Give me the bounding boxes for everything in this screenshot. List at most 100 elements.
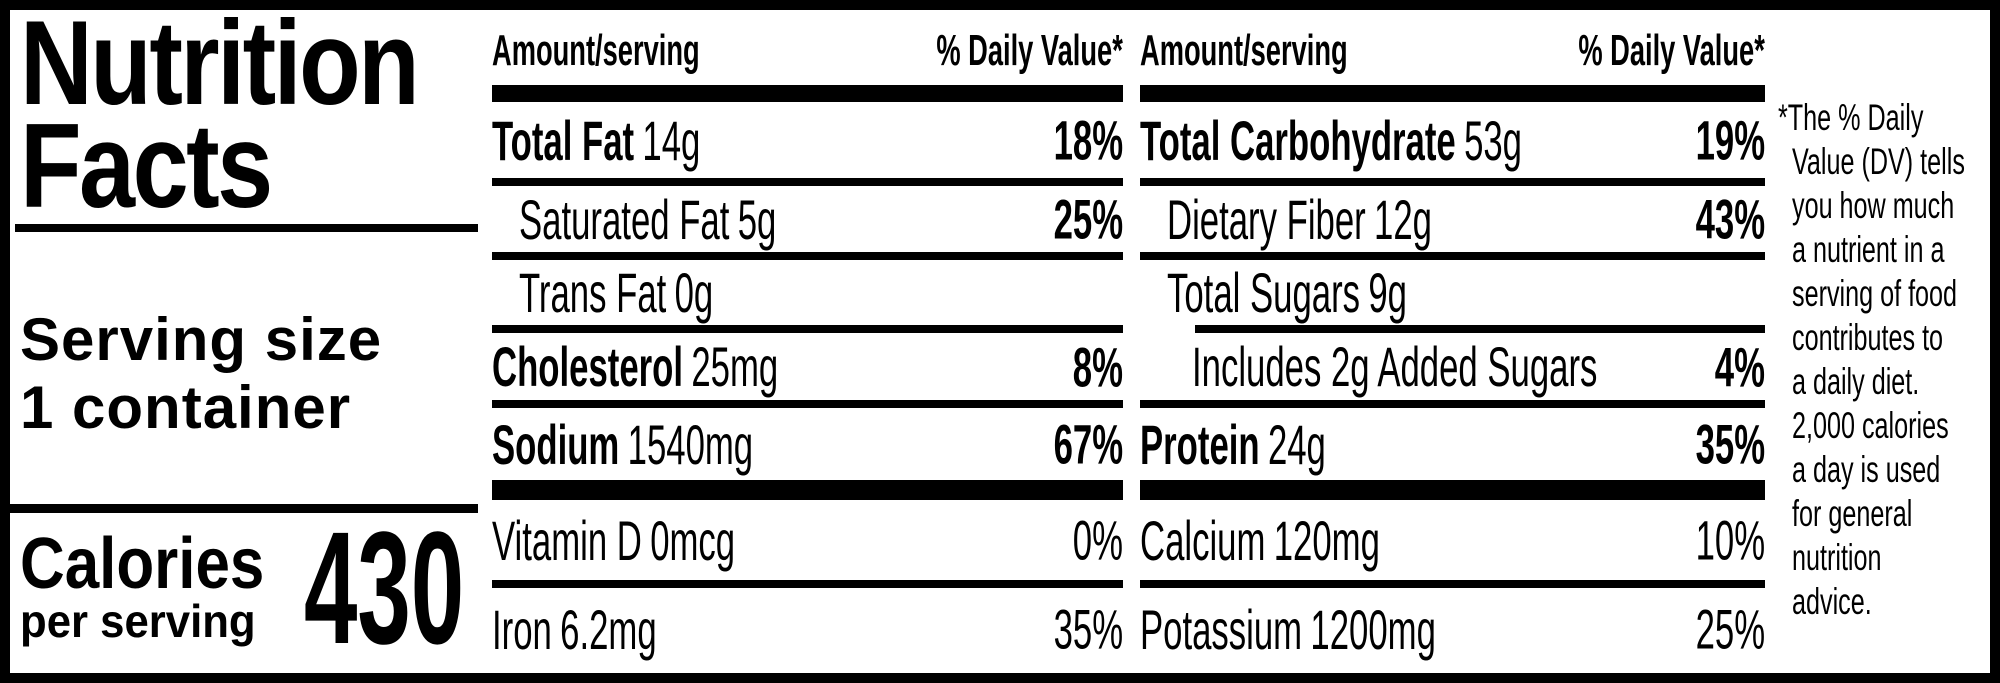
- calories-divider: [10, 504, 478, 513]
- row-divider: [492, 400, 1123, 408]
- row-divider: [1140, 252, 1765, 260]
- nutrient-column-2: Amount/serving % Daily Value* Total Carb…: [1140, 10, 1765, 673]
- footnote-line: Value (DV) tells: [1792, 141, 1965, 182]
- calories-value: 430: [304, 498, 465, 677]
- nutrient-row-total-sugars: Total Sugars 9g: [1140, 260, 1765, 325]
- nutrient-percent: 4%: [1714, 335, 1765, 398]
- nutrient-name: Total Sugars: [1167, 261, 1360, 324]
- nutrient-name: Calcium: [1140, 508, 1266, 572]
- footnote-line: a daily diet.: [1792, 361, 1920, 402]
- daily-value-header: % Daily Value*: [1578, 26, 1765, 75]
- nutrient-name: Iron: [492, 597, 552, 661]
- nutrient-row-calcium: Calcium 120mg 10%: [1140, 500, 1765, 580]
- title-divider: [15, 224, 478, 232]
- nutrient-amount: 9g: [1368, 261, 1407, 324]
- nutrient-amount: 5g: [737, 187, 777, 251]
- nutrient-name: Includes 2g Added Sugars: [1192, 335, 1598, 398]
- nutrient-name: Potassium: [1140, 597, 1303, 661]
- nutrient-name: Cholesterol: [492, 335, 683, 398]
- nutrient-row-total-carbohydrate: Total Carbohydrate 53g 19%: [1140, 102, 1765, 178]
- nutrient-amount: 1200mg: [1310, 597, 1436, 661]
- row-divider: [492, 325, 1123, 333]
- amount-serving-header: Amount/serving: [1140, 26, 1348, 75]
- footnote-line: a day is used: [1792, 449, 1941, 490]
- calories-sublabel: per serving: [20, 595, 256, 647]
- nutrient-name: Sodium: [492, 412, 620, 476]
- nutrient-name: Dietary Fiber: [1167, 187, 1366, 251]
- nutrient-label: Dietary Fiber 12g: [1167, 187, 1432, 252]
- nutrient-row-protein: Protein 24g 35%: [1140, 408, 1765, 480]
- serving-size-value: 1 container: [20, 374, 352, 441]
- nutrient-column-1: Amount/serving % Daily Value* Total Fat 1…: [492, 10, 1123, 673]
- nutrient-name: Trans Fat: [519, 261, 667, 324]
- nutrient-amount: 24g: [1267, 412, 1326, 476]
- nutrient-row-cholesterol: Cholesterol 25mg 8%: [492, 333, 1123, 400]
- nutrient-percent: 18%: [1053, 108, 1123, 172]
- column1-header: Amount/serving % Daily Value*: [492, 10, 1123, 85]
- nutrient-label: Sodium 1540mg: [492, 412, 753, 477]
- vitamins-bar: [492, 480, 1123, 500]
- daily-value-header: % Daily Value*: [936, 26, 1123, 75]
- nutrient-percent: 0%: [1072, 508, 1123, 572]
- footnote-line: for general: [1792, 493, 1913, 534]
- daily-value-footnote: *The % Daily Value (DV) tells you how mu…: [1778, 96, 1990, 624]
- row-divider: [492, 178, 1123, 186]
- nutrient-name: Vitamin D: [492, 508, 642, 572]
- nutrient-percent: 8%: [1072, 335, 1123, 398]
- serving-size-block: Serving size 1 container: [20, 306, 382, 442]
- nutrient-label: Iron 6.2mg: [492, 597, 657, 662]
- nutrient-percent: 35%: [1053, 597, 1123, 661]
- footnote-line: 2,000 calories: [1792, 405, 1949, 446]
- nutrient-amount: 0g: [674, 261, 714, 324]
- label-title: Nutrition Facts: [20, 0, 420, 226]
- row-divider: [492, 580, 1123, 588]
- label-left-panel: Nutrition Facts Serving size 1 container…: [10, 10, 480, 673]
- footnote-line: nutrition: [1792, 537, 1882, 578]
- nutrient-row-iron: Iron 6.2mg 35%: [492, 588, 1123, 670]
- nutrient-amount: 53g: [1464, 108, 1522, 172]
- calories-label: Calories: [20, 524, 265, 604]
- nutrient-name: Saturated Fat: [519, 187, 730, 251]
- nutrient-label: Cholesterol 25mg: [492, 334, 778, 399]
- nutrient-amount: 12g: [1374, 187, 1432, 251]
- nutrient-name: Protein: [1140, 412, 1260, 476]
- nutrient-row-potassium: Potassium 1200mg 25%: [1140, 588, 1765, 670]
- nutrient-row-trans-fat: Trans Fat 0g: [492, 260, 1123, 325]
- row-divider: [1140, 580, 1765, 588]
- nutrient-label: Protein 24g: [1140, 412, 1326, 477]
- nutrient-label: Potassium 1200mg: [1140, 597, 1436, 662]
- nutrient-percent: 43%: [1695, 187, 1765, 251]
- nutrient-label: Total Fat 14g: [492, 108, 700, 173]
- amount-serving-header: Amount/serving: [492, 26, 700, 75]
- nutrient-amount: 0mcg: [650, 508, 736, 572]
- nutrient-label: Saturated Fat 5g: [519, 187, 776, 252]
- footnote-line: you how much: [1792, 185, 1955, 226]
- nutrient-row-total-fat: Total Fat 14g 18%: [492, 102, 1123, 178]
- nutrient-name: Total Fat: [492, 108, 635, 172]
- nutrient-percent: 67%: [1053, 412, 1123, 476]
- footnote-line: a nutrient in a: [1792, 229, 1945, 270]
- footnote-line: *The % Daily: [1778, 97, 1924, 138]
- header-bar: [492, 85, 1123, 102]
- row-divider: [1140, 400, 1765, 408]
- calories-block: Calories per serving 430: [20, 498, 571, 677]
- nutrient-amount: 25mg: [691, 335, 779, 398]
- nutrient-amount: 14g: [642, 108, 701, 172]
- nutrient-row-vitamin-d: Vitamin D 0mcg 0%: [492, 500, 1123, 580]
- nutrient-label: Total Carbohydrate 53g: [1140, 108, 1522, 173]
- nutrient-amount: 6.2mg: [560, 597, 657, 661]
- nutrient-row-sodium: Sodium 1540mg 67%: [492, 408, 1123, 480]
- nutrient-percent: 25%: [1695, 597, 1765, 661]
- footnote-line: contributes to: [1792, 317, 1944, 358]
- nutrient-percent: 10%: [1695, 508, 1765, 572]
- nutrient-name: Total Carbohydrate: [1140, 108, 1456, 172]
- title-line-1: Nutrition: [20, 0, 420, 130]
- nutrient-row-saturated-fat: Saturated Fat 5g 25%: [492, 186, 1123, 252]
- nutrient-percent: 35%: [1695, 412, 1765, 476]
- nutrient-percent: 25%: [1053, 187, 1123, 251]
- nutrient-label: Trans Fat 0g: [519, 260, 713, 325]
- header-bar: [1140, 85, 1765, 102]
- footnote-line: advice.: [1792, 581, 1872, 622]
- nutrient-row-dietary-fiber: Dietary Fiber 12g 43%: [1140, 186, 1765, 252]
